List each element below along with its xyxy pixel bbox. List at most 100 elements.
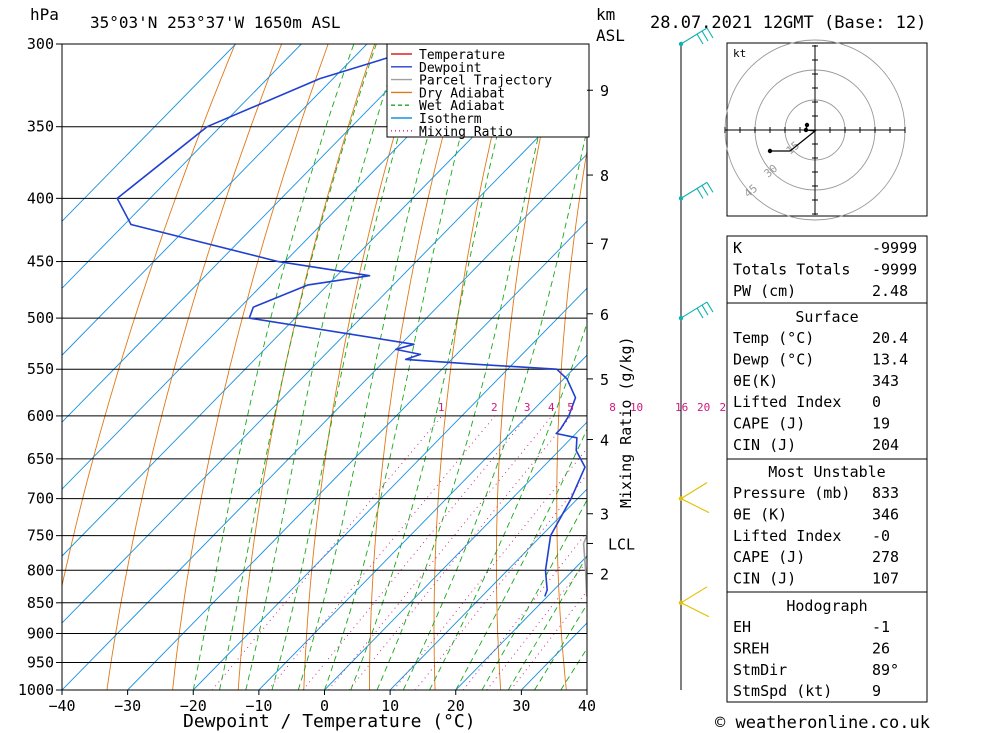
surface-value: 343 [872,372,899,390]
dry-adiabat-line [433,44,515,690]
wet-adiabat-line [297,44,455,690]
altitude-tick-label: 5 [600,371,609,389]
wind-barb-shaft [680,301,708,319]
isotherm-line [258,354,587,690]
hodograph-point [804,122,810,128]
legend-label: Mixing Ratio [419,125,513,140]
dry-adiabat-line [106,44,283,690]
hodograph_table-value: 26 [872,639,890,657]
hodograph_table-label: StmSpd (kt) [733,682,832,700]
surface-label: θE(K) [733,372,778,390]
wind-barbs [678,27,714,618]
surface-label: Lifted Index [733,393,841,411]
temperature-tick-label: 0 [320,697,329,715]
legend-label: Isotherm [419,112,482,127]
isotherms [62,44,587,690]
wet-adiabat-line [192,44,355,690]
indices-value: -9999 [872,239,917,257]
wind-barb-flag [696,33,704,45]
isotherm-line [62,44,499,490]
mixing-ratio-lines [211,415,587,690]
wind-barb-flag [701,30,709,42]
pressure-tick-label: 600 [27,407,54,425]
hodograph-point [767,148,773,154]
pressure-tick-label: 550 [27,360,54,378]
wet-adiabat-line [350,44,521,690]
altitude-tick-label: 9 [600,82,609,100]
isotherm-line [127,220,587,690]
dry-adiabat-line [932,44,1000,690]
wind-barb-shaft [680,181,708,199]
most_unstable-value: 278 [872,548,899,566]
isotherm-line [62,153,587,690]
surface-value: 19 [872,415,890,433]
legend-label: Parcel Trajectory [419,74,552,89]
series-dewpoint [116,44,586,597]
isotherm-line [389,488,587,690]
surface-value: 13.4 [872,350,908,368]
surface-title: Surface [795,308,858,326]
mixing-ratio-label: 5 [567,401,574,414]
legend-label: Dewpoint [419,61,482,76]
isotherm-line [62,44,237,222]
most-unstable-title: Most Unstable [768,463,885,481]
most-unstable-box [726,458,928,593]
wind-barb-flag [701,304,709,316]
asl-label: ASL [596,26,625,45]
wind-barb-flag [680,498,710,514]
isotherm-line [62,44,368,356]
wind-barb-flag [706,182,714,193]
isotherm-line [324,421,587,690]
surface-label: CIN (J) [733,436,796,454]
most_unstable-value: 107 [872,570,899,588]
legend-label: Wet Adiabat [419,99,505,114]
indices-label: K [733,239,742,257]
pressure-tick-label: 650 [27,450,54,468]
mixing-ratio-label: 10 [630,401,643,414]
isotherm-line [62,44,302,289]
indices-box [726,235,928,304]
hpa-label: hPa [30,5,59,24]
mixing-ratio-labels: 1 2 3 4 5 8 10 16 20 25 [438,401,733,414]
hodograph_table-label: SREH [733,639,769,657]
temperature-tick-label: −20 [180,697,207,715]
legend-label: Dry Adiabat [419,86,505,101]
hodograph_table-label: StmDir [733,661,787,679]
wind-barb-flag [706,301,714,313]
surface-value: 0 [872,393,881,411]
dry-adiabat-line [979,44,1000,690]
most_unstable-label: θE (K) [733,505,787,523]
km-label: km [596,5,615,24]
mixing-ratio-label: 20 [697,401,710,414]
dry-adiabat-line [172,44,329,690]
surface-value: 204 [872,436,899,454]
temperature-axis: −40 −30 −20 −10 0 10 20 30 40 [48,690,596,715]
isotherm-line [455,555,587,690]
mixing-ratio-line [302,415,529,690]
wind-barb-flag [706,27,714,39]
altitude-tick-label: 4 [600,432,609,450]
wet-adiabat-line [376,44,561,690]
pressure-tick-label: 450 [27,253,54,271]
pressure-tick-label: 850 [27,594,54,612]
altitude-tick-label: 6 [600,306,609,324]
indices-value: 2.48 [872,282,908,300]
station-location: 35°03'N 253°37'W 1650m ASL [90,13,340,32]
stability-indices: K -9999 Totals Totals -9999 PW (cm) 2.48 Surfa… [726,235,928,703]
temperature-tick-label: −10 [245,697,272,715]
surface-label: CAPE (J) [733,415,805,433]
indices-label: Totals Totals [733,260,850,278]
mixing-ratio-label: 2 [491,401,498,414]
dry-adiabat-line [556,148,587,690]
altitude-tick-label: LCL [608,535,635,553]
mixing-ratio-line [328,415,553,690]
most_unstable-label: Lifted Index [733,527,841,545]
wind-barb-flag [680,602,710,618]
temperature-tick-label: 30 [512,697,530,715]
mixing-ratio-label: 1 [438,401,445,414]
temperature-tick-label: 40 [578,697,596,715]
pressure-tick-label: 950 [27,653,54,671]
